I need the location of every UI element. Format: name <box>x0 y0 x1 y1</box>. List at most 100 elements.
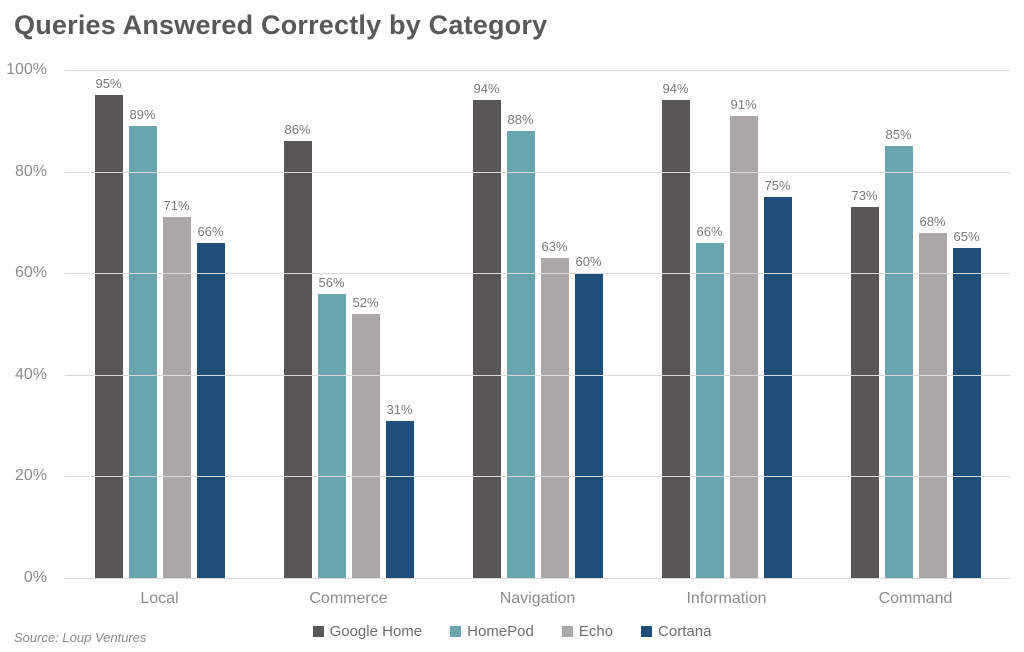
bar-value-label: 66% <box>197 223 224 239</box>
bar-cell: 88% <box>506 70 535 578</box>
bar-cell: 73% <box>850 70 879 578</box>
x-axis-category-label: Local <box>140 590 179 607</box>
bar-value-label: 71% <box>163 198 190 214</box>
legend-label: Google Home <box>329 623 423 640</box>
chart-title: Queries Answered Correctly by Category <box>14 10 548 40</box>
bar-cell: 85% <box>884 70 913 578</box>
x-axis-category-label: Navigation <box>499 590 576 607</box>
bar-google-home <box>850 207 879 578</box>
plot-area: 95% 89% 71% 66% 86% 56% 52% 31% 94% 88% 63% 60% 94% 6… <box>6 61 1010 586</box>
bar-homepod <box>317 293 346 578</box>
gridline <box>65 578 1010 579</box>
bar-group-local: 95% 89% 71% 66% <box>94 70 225 578</box>
y-axis-tick-label: 60% <box>14 264 47 282</box>
bar-cortana <box>574 273 603 578</box>
gridline <box>65 476 1010 478</box>
source-note: Source: Loup Ventures <box>14 630 147 645</box>
bar-value-label: 66% <box>696 223 723 239</box>
bar-group-command: 73% 85% 68% 65% <box>850 70 981 578</box>
bar-group-information: 94% 66% 91% 75% <box>661 70 792 578</box>
legend-label: Echo <box>578 623 614 640</box>
bar-group-commerce: 86% 56% 52% 31% <box>283 70 414 578</box>
bar-value-label: 85% <box>885 127 912 143</box>
bar-value-label: 60% <box>575 254 602 270</box>
bar-cell: 31% <box>385 70 414 578</box>
bar-cell: 75% <box>763 70 792 578</box>
legend-label: Cortana <box>658 623 712 640</box>
legend-item-google-home: Google Home <box>312 623 423 640</box>
bar-google-home <box>472 100 501 578</box>
bar-echo <box>162 217 191 578</box>
bar-group-navigation: 94% 88% 63% 60% <box>472 70 603 578</box>
bar-cell: 94% <box>472 70 501 578</box>
bar-value-label: 89% <box>129 106 156 122</box>
bar-cortana <box>385 420 414 578</box>
bar-cell: 52% <box>351 70 380 578</box>
legend-swatch-icon <box>561 626 573 637</box>
bar-cell: 60% <box>574 70 603 578</box>
bar-value-label: 31% <box>386 401 413 417</box>
bar-echo <box>729 115 758 578</box>
legend-item-homepod: HomePod <box>450 623 534 640</box>
legend-item-cortana: Cortana <box>641 623 711 640</box>
bar-value-label: 94% <box>473 81 500 97</box>
bar-cell: 71% <box>162 70 191 578</box>
bar-cortana <box>196 242 225 578</box>
x-axis-category-label: Command <box>878 590 953 607</box>
bar-cell: 65% <box>952 70 981 578</box>
legend-swatch-icon <box>450 626 462 637</box>
bar-echo <box>351 313 380 578</box>
y-axis-tick-label: 100% <box>6 61 47 78</box>
bar-cell: 94% <box>661 70 690 578</box>
bar-value-label: 63% <box>541 238 568 254</box>
gridline <box>65 171 1010 173</box>
bar-value-label: 94% <box>662 81 689 97</box>
bar-value-label: 88% <box>507 111 534 127</box>
y-axis-tick-label: 20% <box>14 467 47 485</box>
bar-homepod <box>128 125 157 578</box>
bar-cell: 95% <box>94 70 123 578</box>
x-axis-category-label: Information <box>686 590 767 607</box>
x-axis-category-label: Commerce <box>309 590 388 607</box>
bar-value-label: 65% <box>953 228 980 244</box>
bar-google-home <box>283 141 312 578</box>
legend-swatch-icon <box>641 626 653 637</box>
bar-echo <box>540 257 569 578</box>
bar-value-label: 75% <box>764 178 791 193</box>
y-axis-tick-label: 80% <box>14 162 47 180</box>
bar-homepod <box>884 146 913 578</box>
bar-echo <box>918 232 947 578</box>
legend-item-echo: Echo <box>561 623 614 640</box>
x-axis-labels: Local Commerce Navigation Information Comman… <box>65 590 1010 608</box>
legend: Google Home HomePod Echo Cortana <box>0 623 1024 640</box>
bar-value-label: 68% <box>919 213 946 229</box>
bar-cell: 56% <box>317 70 346 578</box>
gridline <box>65 70 1010 71</box>
bar-value-label: 95% <box>95 76 122 92</box>
bar-groups: 95% 89% 71% 66% 86% 56% 52% 31% 94% 88% 63% 60% 94% 6… <box>65 70 1010 578</box>
bar-value-label: 86% <box>284 122 311 138</box>
bar-google-home <box>661 100 690 578</box>
y-axis-tick-label: 40% <box>14 365 47 383</box>
bar-homepod <box>506 130 535 578</box>
bar-google-home <box>94 95 123 578</box>
legend-label: HomePod <box>467 623 534 640</box>
bar-cell: 86% <box>283 70 312 578</box>
bar-cell: 66% <box>695 70 724 578</box>
bar-cell: 68% <box>918 70 947 578</box>
bar-cell: 66% <box>196 70 225 578</box>
gridline <box>65 273 1010 275</box>
bar-cortana <box>952 247 981 578</box>
bar-homepod <box>695 242 724 578</box>
bar-value-label: 56% <box>318 274 345 290</box>
bar-cell: 91% <box>729 70 758 578</box>
legend-swatch-icon <box>312 626 324 637</box>
bar-value-label: 52% <box>352 294 379 310</box>
bar-cell: 63% <box>540 70 569 578</box>
bar-value-label: 73% <box>851 188 878 204</box>
bar-cell: 89% <box>128 70 157 578</box>
gridline <box>65 374 1010 376</box>
bar-value-label: 91% <box>730 96 757 112</box>
bar-cortana <box>763 197 792 578</box>
